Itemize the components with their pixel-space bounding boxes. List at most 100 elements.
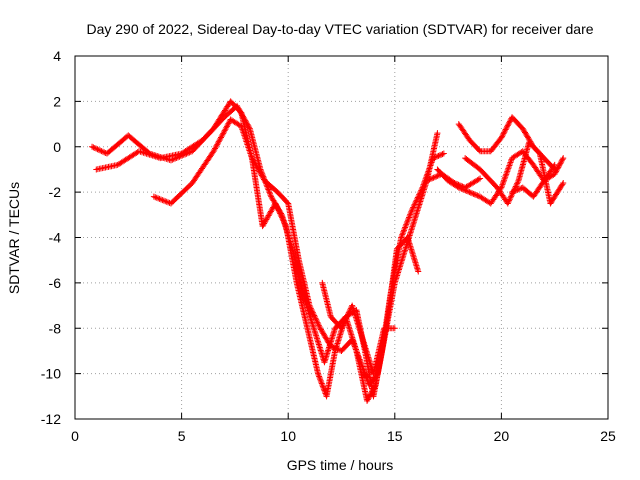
data-point	[424, 171, 431, 178]
data-point	[408, 207, 415, 214]
data-point	[476, 147, 483, 154]
data-point	[435, 152, 442, 159]
data-point	[559, 181, 566, 188]
data-point	[402, 223, 409, 230]
data-point	[247, 150, 254, 157]
data-point	[398, 234, 405, 241]
data-point	[313, 318, 320, 325]
data-point	[90, 144, 97, 151]
data-point	[414, 194, 421, 201]
data-point	[263, 180, 270, 187]
data-point	[279, 216, 286, 223]
x-tick-label: 20	[494, 428, 510, 444]
data-point	[430, 174, 437, 181]
data-point	[513, 187, 520, 194]
data-point	[514, 180, 521, 187]
data-point	[417, 188, 424, 195]
y-tick-label: -4	[49, 230, 62, 246]
data-point	[455, 181, 462, 188]
data-point	[309, 309, 316, 316]
data-point	[419, 184, 426, 191]
data-point	[415, 268, 422, 275]
data-point	[371, 383, 378, 390]
data-point	[276, 208, 283, 215]
data-point	[281, 218, 288, 225]
data-point	[412, 198, 419, 205]
x-tick-label: 5	[178, 428, 186, 444]
data-point	[366, 393, 373, 400]
data-point	[415, 193, 422, 200]
y-axis-ticks: -12 -10 -8 -6 -4 -2 0 2 4	[41, 48, 608, 427]
data-point	[426, 163, 433, 170]
data-point	[507, 159, 514, 166]
data-point	[559, 156, 566, 163]
data-point	[506, 197, 513, 204]
data-point	[341, 318, 348, 325]
data-point	[391, 325, 398, 332]
data-point	[434, 130, 441, 137]
data-point	[428, 159, 435, 166]
data-point	[278, 213, 285, 220]
data-point	[506, 162, 513, 169]
data-point	[466, 189, 473, 196]
data-point	[426, 176, 433, 183]
data-point	[500, 130, 507, 137]
data-point	[368, 389, 375, 396]
data-point	[366, 392, 373, 399]
data-point	[153, 194, 160, 201]
data-point	[499, 131, 506, 138]
data-point	[474, 192, 481, 199]
data-point	[212, 144, 219, 151]
y-tick-label: 0	[53, 139, 61, 155]
data-point	[456, 182, 463, 189]
data-point	[560, 180, 567, 187]
data-point	[436, 152, 443, 159]
grid	[75, 56, 608, 419]
series-2	[93, 102, 447, 400]
series-3	[150, 116, 422, 404]
data-point	[475, 176, 482, 183]
data-point	[221, 127, 228, 134]
data-point	[558, 159, 565, 166]
data-point	[550, 163, 557, 170]
data-point	[166, 199, 173, 206]
data-point	[410, 203, 417, 210]
data-point	[313, 316, 320, 323]
data-point	[473, 191, 480, 198]
data-point	[211, 146, 218, 153]
data-point	[454, 181, 461, 188]
data-point	[499, 180, 506, 187]
data-point	[450, 179, 457, 186]
data-point	[504, 123, 511, 130]
data-point	[264, 183, 271, 190]
data-point	[513, 182, 520, 189]
data-point	[274, 204, 281, 211]
data-point	[514, 186, 521, 193]
data-point	[369, 387, 376, 394]
data-point	[315, 372, 322, 379]
data-point	[515, 186, 522, 193]
data-point	[420, 181, 427, 188]
data-point	[260, 173, 267, 180]
data-point	[279, 214, 286, 221]
data-point	[261, 176, 268, 183]
x-tick-label: 25	[600, 428, 616, 444]
data-point	[505, 165, 512, 172]
data-point	[365, 395, 372, 402]
data-point	[213, 142, 220, 149]
data-point	[315, 320, 322, 327]
data-point	[440, 150, 447, 157]
y-tick-label: 2	[53, 93, 61, 109]
data-point	[280, 217, 287, 224]
data-point	[438, 151, 445, 158]
data-point	[501, 127, 508, 134]
data-point	[469, 190, 476, 197]
data-point	[432, 153, 439, 160]
data-point	[412, 200, 419, 207]
data-point	[284, 199, 291, 206]
data-point	[407, 211, 414, 218]
data-point	[403, 220, 410, 227]
data-point	[364, 396, 371, 403]
y-tick-label: -6	[49, 275, 62, 291]
x-axis-label: GPS time / hours	[287, 457, 394, 473]
